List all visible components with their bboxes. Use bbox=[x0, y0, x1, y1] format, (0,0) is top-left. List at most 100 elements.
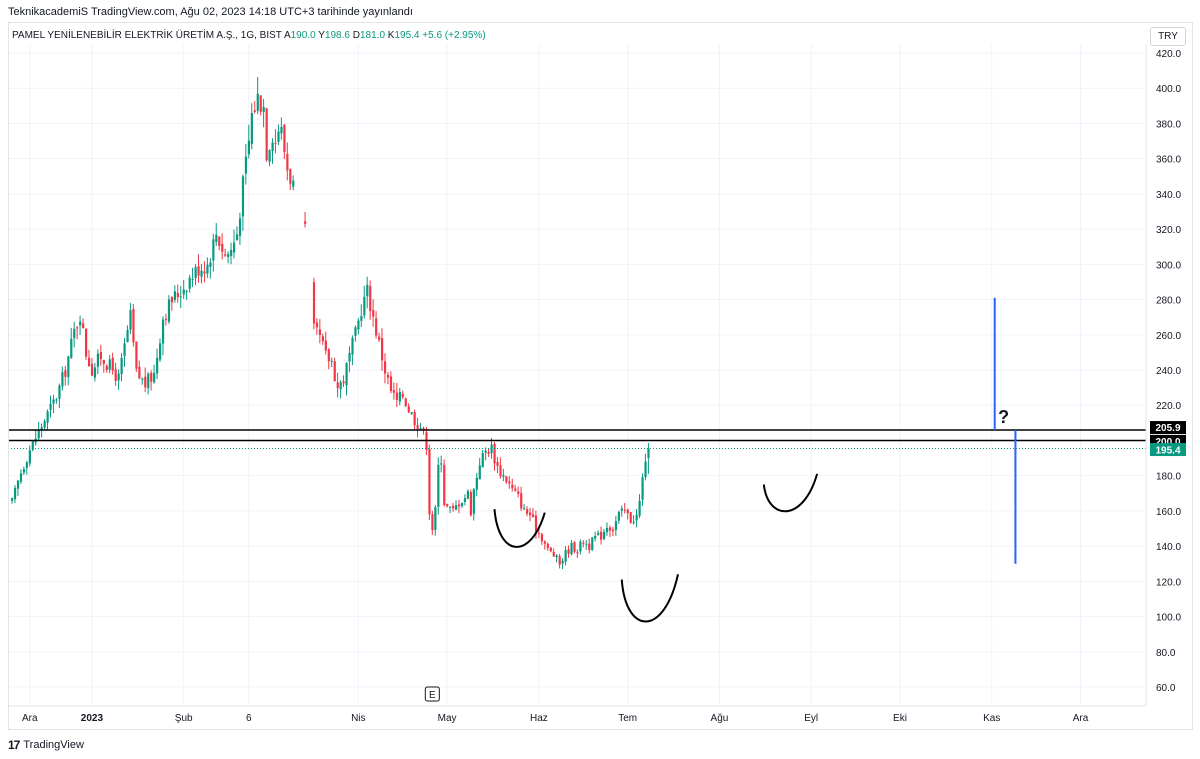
candle-body bbox=[529, 512, 532, 516]
candle-body bbox=[484, 450, 487, 453]
candle-body bbox=[123, 343, 126, 357]
candle-body bbox=[452, 505, 455, 509]
right-shoulder-curve bbox=[762, 473, 819, 513]
time-axis: Ara 2023 Şub 6 Nis May Haz Tem Ağu Eyl Eki Kas Ara bbox=[8, 705, 1146, 724]
candle-body bbox=[274, 142, 277, 144]
candle-body bbox=[582, 542, 585, 544]
candle-body bbox=[549, 547, 552, 552]
candle-body bbox=[265, 108, 268, 161]
candle-body bbox=[227, 254, 230, 258]
candle-body bbox=[585, 543, 588, 545]
candle-body bbox=[182, 289, 185, 295]
candle-body bbox=[99, 352, 102, 360]
candle-body bbox=[126, 329, 129, 343]
candle-body bbox=[167, 299, 171, 322]
candle-body bbox=[212, 239, 215, 261]
candle-body bbox=[90, 364, 94, 376]
time-tick-label: Tem bbox=[618, 713, 637, 724]
candle-body bbox=[475, 477, 478, 490]
candle-body bbox=[511, 484, 514, 489]
open-label: A bbox=[283, 30, 291, 41]
candle-body bbox=[256, 93, 259, 111]
candle-body bbox=[250, 113, 253, 144]
high-label: Y bbox=[318, 30, 325, 41]
candle-body bbox=[392, 390, 396, 393]
candle-body bbox=[496, 461, 499, 466]
tradingview-logo-icon: 17 bbox=[8, 738, 20, 752]
candle-body bbox=[40, 427, 43, 431]
candle-body bbox=[419, 428, 422, 430]
candle-body bbox=[502, 475, 505, 477]
candle-body bbox=[259, 95, 262, 112]
candle-body bbox=[150, 372, 153, 382]
candle-body bbox=[410, 412, 413, 414]
open-value: 190.0 bbox=[290, 30, 316, 41]
level-price-tag-label: 205.9 bbox=[1155, 423, 1180, 434]
candle-body bbox=[339, 382, 342, 390]
candle-body bbox=[434, 507, 437, 530]
candle-body bbox=[13, 487, 17, 500]
candle-body bbox=[132, 309, 135, 343]
candle-body bbox=[164, 318, 168, 320]
candle-body bbox=[455, 505, 458, 510]
candle-body bbox=[85, 328, 88, 357]
candle-body bbox=[144, 376, 147, 388]
price-tick-label: 140.0 bbox=[1156, 542, 1181, 553]
candle-body bbox=[611, 529, 615, 532]
candle-body bbox=[238, 218, 242, 236]
candle-body bbox=[73, 328, 76, 339]
candle-body bbox=[179, 296, 182, 298]
tradingview-brand[interactable]: 17 TradingView bbox=[8, 738, 84, 752]
candle-body bbox=[147, 373, 150, 389]
candle-body bbox=[407, 406, 410, 413]
price-tick-label: 260.0 bbox=[1156, 331, 1181, 342]
candle-body bbox=[55, 399, 58, 401]
candle-body bbox=[336, 382, 339, 389]
candle-body bbox=[440, 463, 443, 465]
symbol-legend[interactable]: PAMEL YENİLENEBİLİR ELEKTRİK ÜRETİM A.Ş.… bbox=[12, 30, 486, 41]
candle-body bbox=[105, 365, 108, 370]
close-value: 195.4 bbox=[394, 30, 420, 41]
currency-button[interactable]: TRY bbox=[1150, 27, 1186, 46]
candle-body bbox=[546, 543, 549, 548]
candle-body bbox=[321, 336, 324, 342]
candle-body bbox=[61, 372, 64, 387]
symbol-name[interactable]: PAMEL YENİLENEBİLİR ELEKTRİK ÜRETİM A.Ş.… bbox=[12, 30, 282, 41]
head-curve bbox=[620, 574, 679, 623]
candle-body bbox=[37, 429, 40, 439]
candle-body bbox=[605, 528, 609, 533]
candle-body bbox=[79, 321, 82, 326]
candle-body bbox=[215, 234, 218, 242]
candle-body bbox=[141, 378, 144, 380]
candle-body bbox=[49, 404, 52, 410]
candle-body bbox=[188, 277, 191, 289]
candle-body bbox=[564, 550, 567, 562]
candle-body bbox=[206, 264, 209, 274]
candle-body bbox=[111, 357, 114, 371]
earnings-event-label: E bbox=[429, 690, 436, 701]
candle-body bbox=[395, 392, 398, 400]
price-tick-label: 120.0 bbox=[1156, 577, 1181, 588]
candle-body bbox=[327, 349, 330, 362]
last-price-tag-label: 195.4 bbox=[1155, 446, 1180, 457]
candle-body bbox=[11, 498, 14, 501]
candle-body bbox=[173, 291, 176, 300]
price-axis: 420.0 400.0 380.0 360.0 340.0 320.0 300.0 280.0… bbox=[1145, 44, 1181, 706]
candle-body bbox=[262, 107, 265, 112]
candle-body bbox=[579, 541, 582, 552]
candle-body bbox=[156, 357, 159, 374]
last-price-tag bbox=[1150, 443, 1186, 457]
candle-body bbox=[360, 316, 363, 321]
candle-body bbox=[46, 411, 49, 423]
candle-body bbox=[117, 373, 120, 381]
time-tick-label: Şub bbox=[175, 713, 193, 724]
time-tick-label: Eki bbox=[893, 713, 907, 724]
brand-name: TradingView bbox=[23, 739, 84, 751]
candle-body bbox=[641, 477, 644, 500]
earnings-event-marker[interactable] bbox=[424, 686, 440, 702]
candle-body bbox=[617, 511, 620, 521]
time-tick-label: Ara bbox=[1073, 713, 1089, 724]
candle-body bbox=[244, 156, 248, 174]
candle-body bbox=[289, 169, 292, 184]
